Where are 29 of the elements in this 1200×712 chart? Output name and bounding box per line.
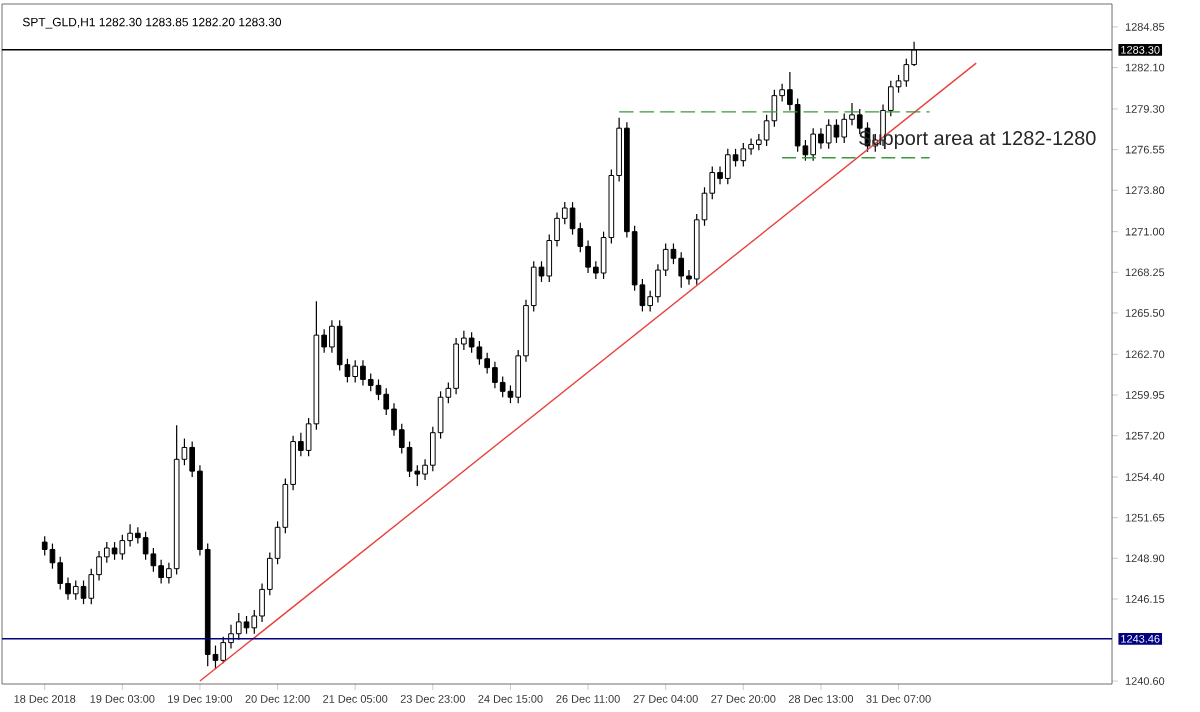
candlestick [468, 331, 475, 354]
candlestick [499, 375, 506, 398]
candlestick [57, 556, 64, 590]
candlestick [119, 534, 126, 561]
candlestick [476, 340, 483, 366]
candlestick [484, 352, 490, 375]
candlestick [41, 535, 48, 556]
candlestick [336, 319, 343, 372]
candlestick [678, 251, 685, 289]
candlestick [220, 636, 227, 664]
candlestick [492, 361, 498, 389]
candlestick [142, 531, 149, 561]
candlestick [158, 559, 164, 585]
candlestick [833, 118, 840, 144]
candlestick [841, 112, 848, 144]
candlestick [72, 579, 79, 601]
candlestick [748, 137, 754, 156]
candlestick [360, 359, 366, 386]
candlestick [818, 127, 824, 150]
candlestick [810, 127, 816, 162]
candlestick [127, 523, 133, 548]
candlestick [80, 579, 87, 605]
candlestick [903, 58, 910, 88]
candlestick [453, 337, 459, 395]
candlestick [235, 612, 242, 641]
candlestick [740, 142, 747, 168]
candlestick [724, 148, 731, 185]
candlestick [352, 359, 359, 384]
candlestick [825, 118, 832, 150]
